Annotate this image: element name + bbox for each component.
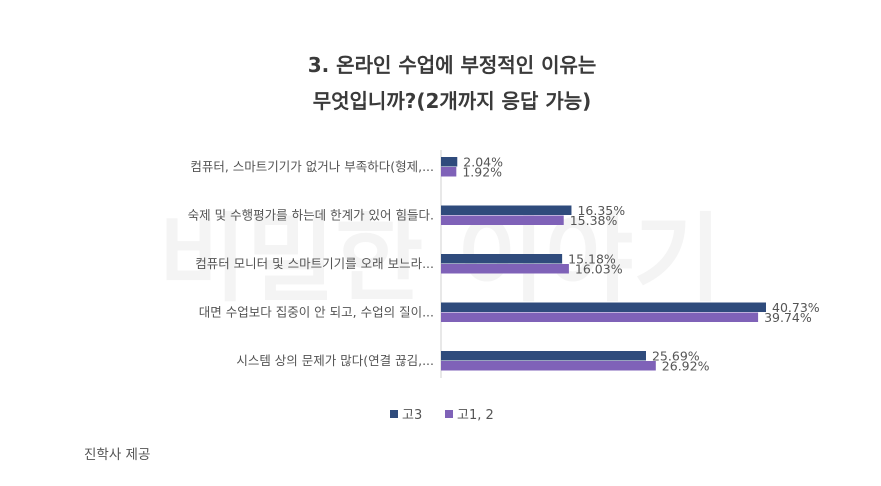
legend-swatch	[445, 410, 453, 418]
category-label: 시스템 상의 문제가 많다(연결 끊김,...	[236, 353, 434, 368]
bar-g3	[441, 351, 646, 361]
value-label: 15.38%	[570, 213, 618, 228]
bar-g3	[441, 157, 458, 167]
category-label: 숙제 및 수행평가를 하는데 한계가 있어 힘들다.	[188, 208, 434, 223]
legend-swatch	[390, 410, 398, 418]
value-label: 40.73%	[772, 300, 820, 315]
legend-label: 고3	[402, 408, 422, 423]
value-label: 1.92%	[462, 165, 502, 180]
category-label: 컴퓨터 모니터 및 스마트기기를 오래 보느라...	[195, 256, 434, 271]
value-label: 2.04%	[463, 155, 503, 170]
legend-label: 고1, 2	[457, 408, 494, 423]
bar-g12	[441, 361, 656, 371]
watermark: 비밀한 이야기	[158, 203, 721, 315]
bar-g3	[441, 254, 563, 264]
value-label: 16.35%	[577, 203, 625, 218]
category-label: 대면 수업보다 집중이 안 되고, 수업의 질이...	[199, 305, 434, 320]
legend: 고3 고1, 2	[390, 408, 494, 423]
bar-g12	[441, 167, 457, 177]
category-labels: 컴퓨터, 스마트기기가 없거나 부족하다(형제,... 숙제 및 수행평가를 하는…	[188, 159, 434, 368]
chart-title-line-2: 무엇입니까?(2개까지 응답 가능)	[313, 89, 592, 113]
value-label: 15.18%	[568, 252, 616, 267]
bar-g12	[441, 312, 759, 322]
value-label: 39.74%	[764, 310, 812, 325]
value-label: 25.69%	[652, 349, 700, 364]
source-caption: 진학사 제공	[84, 447, 151, 463]
value-labels: 2.04%1.92% 16.35%15.38% 15.18%16.03% 40.73%…	[462, 155, 819, 374]
chart-title-line-1: 3. 온라인 수업에 부정적인 이유는	[308, 53, 597, 77]
bars	[441, 157, 766, 371]
value-label: 26.92%	[662, 359, 710, 374]
watermark-text: 비밀한 이야기	[158, 203, 721, 315]
bar-g3	[441, 302, 766, 312]
bar-g3	[441, 205, 572, 215]
value-label: 16.03%	[575, 262, 623, 277]
category-label: 컴퓨터, 스마트기기가 없거나 부족하다(형제,...	[190, 159, 434, 174]
bar-g12	[441, 215, 564, 225]
bar-g12	[441, 264, 569, 274]
